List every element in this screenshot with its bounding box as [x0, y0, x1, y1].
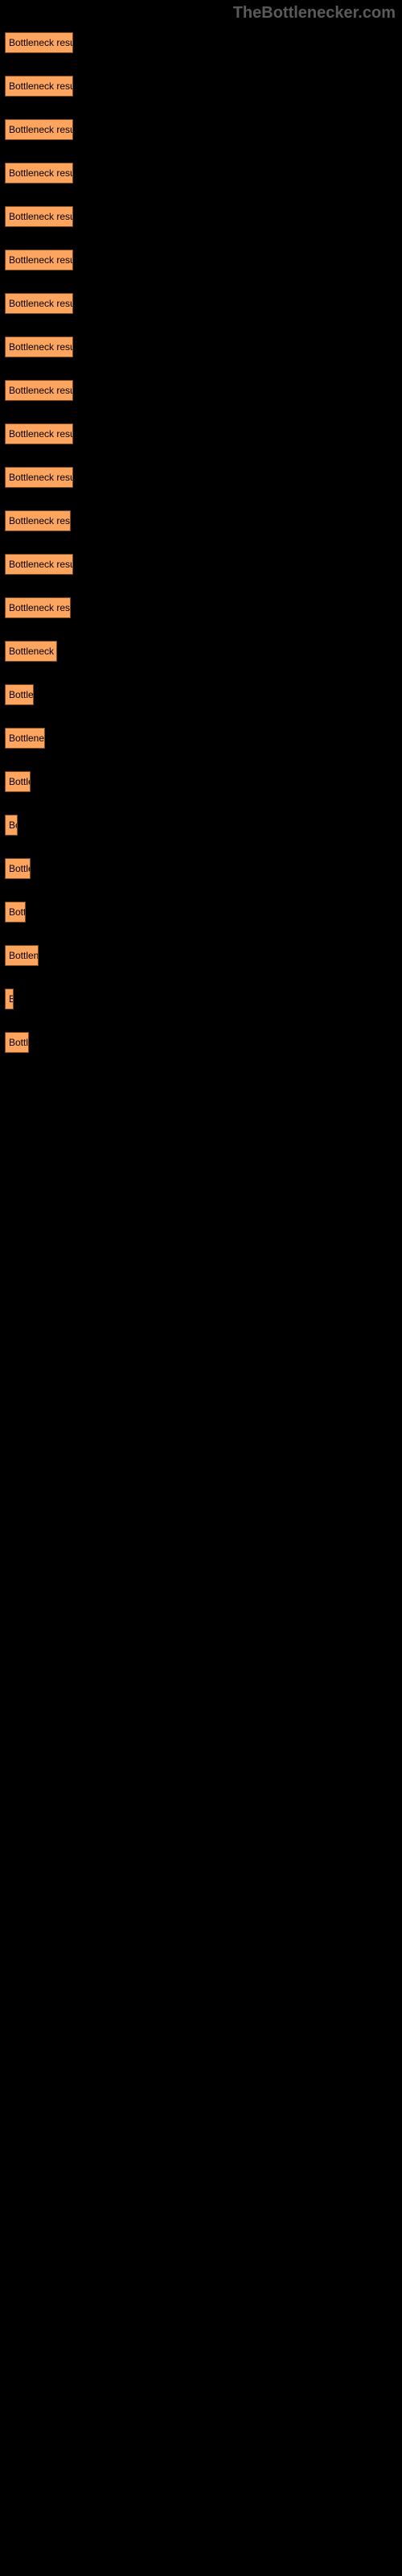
bar[interactable]: Bo [5, 815, 18, 836]
bar-row: Bottleneck result [5, 76, 402, 97]
bar-label: Bo [9, 819, 18, 831]
bar[interactable]: Bottleneck r [5, 641, 57, 662]
bar-label: Bottle [9, 1037, 29, 1048]
bar[interactable]: Bottleneck result [5, 32, 73, 53]
bar-row: Bottlen [5, 684, 402, 705]
bar-row: Bottleneck result [5, 336, 402, 357]
bar-label: Bottleneck result [9, 515, 71, 526]
bar-label: Bottleneck result [9, 428, 73, 440]
bar[interactable]: Bottlene [5, 945, 39, 966]
bar-row: B [5, 989, 402, 1009]
bar-row: Bottlene [5, 945, 402, 966]
bar-row: Bott [5, 902, 402, 923]
bar-row: Bottleneck result [5, 510, 402, 531]
bar-label: Bottleneck result [9, 124, 73, 135]
bar[interactable]: Bottle [5, 858, 31, 879]
bar-label: Bottleneck r [9, 646, 57, 657]
bar[interactable]: Bottle [5, 771, 31, 792]
bar[interactable]: Bottleneck result [5, 293, 73, 314]
bar[interactable]: Bottlen [5, 684, 34, 705]
bar-label: Bottleneck result [9, 254, 73, 266]
bar-row: Bottleneck result [5, 467, 402, 488]
bar[interactable]: Bottleneck result [5, 597, 71, 618]
bar-row: Bottleneck result [5, 119, 402, 140]
bar-label: Bottleneck result [9, 472, 73, 483]
bar-label: Bottlene [9, 950, 39, 961]
bar-label: Bottleneck result [9, 80, 73, 92]
bar-row: Bottleneck result [5, 206, 402, 227]
bar-label: Bottleneck result [9, 385, 73, 396]
bar-label: B [9, 993, 14, 1005]
bar-row: Bottleneck result [5, 380, 402, 401]
bar[interactable]: Bott [5, 902, 26, 923]
bar[interactable]: Bottle [5, 1032, 29, 1053]
bar-label: Bottleneck [9, 733, 45, 744]
bar[interactable]: Bottleneck result [5, 423, 73, 444]
bar-label: Bottleneck result [9, 37, 73, 48]
bar-row: Bottleneck result [5, 423, 402, 444]
watermark-text: TheBottlenecker.com [233, 4, 396, 23]
bar-label: Bottlen [9, 689, 34, 700]
bar[interactable]: Bottleneck result [5, 510, 71, 531]
bar-row: Bottleneck result [5, 250, 402, 270]
bar-label: Bottleneck result [9, 602, 71, 613]
bar-row: Bo [5, 815, 402, 836]
bar-row: Bottleneck result [5, 597, 402, 618]
bar-row: Bottleneck result [5, 163, 402, 184]
bar-label: Bottle [9, 863, 31, 874]
bar-row: Bottleneck r [5, 641, 402, 662]
bar-row: Bottleneck result [5, 32, 402, 53]
bar-row: Bottle [5, 1032, 402, 1053]
bar[interactable]: Bottleneck result [5, 163, 73, 184]
bar[interactable]: Bottleneck result [5, 336, 73, 357]
bar[interactable]: Bottleneck result [5, 76, 73, 97]
chart-container: Bottleneck result Bottleneck result Bottle… [0, 0, 402, 1053]
bar-label: Bottle [9, 776, 31, 787]
bar[interactable]: B [5, 989, 14, 1009]
bar[interactable]: Bottleneck result [5, 119, 73, 140]
bar[interactable]: Bottleneck result [5, 206, 73, 227]
bar-row: Bottle [5, 771, 402, 792]
bar-label: Bottleneck result [9, 167, 73, 179]
bar-row: Bottleneck result [5, 293, 402, 314]
bar-row: Bottleneck result [5, 554, 402, 575]
bar-label: Bottleneck result [9, 211, 73, 222]
bar-row: Bottle [5, 858, 402, 879]
bar-label: Bottleneck result [9, 298, 73, 309]
bar-label: Bottleneck result [9, 559, 73, 570]
bar-label: Bottleneck result [9, 341, 73, 353]
bar[interactable]: Bottleneck result [5, 380, 73, 401]
bar[interactable]: Bottleneck result [5, 554, 73, 575]
bar[interactable]: Bottleneck [5, 728, 45, 749]
bar-label: Bott [9, 906, 26, 918]
bar[interactable]: Bottleneck result [5, 467, 73, 488]
bar-row: Bottleneck [5, 728, 402, 749]
bar[interactable]: Bottleneck result [5, 250, 73, 270]
